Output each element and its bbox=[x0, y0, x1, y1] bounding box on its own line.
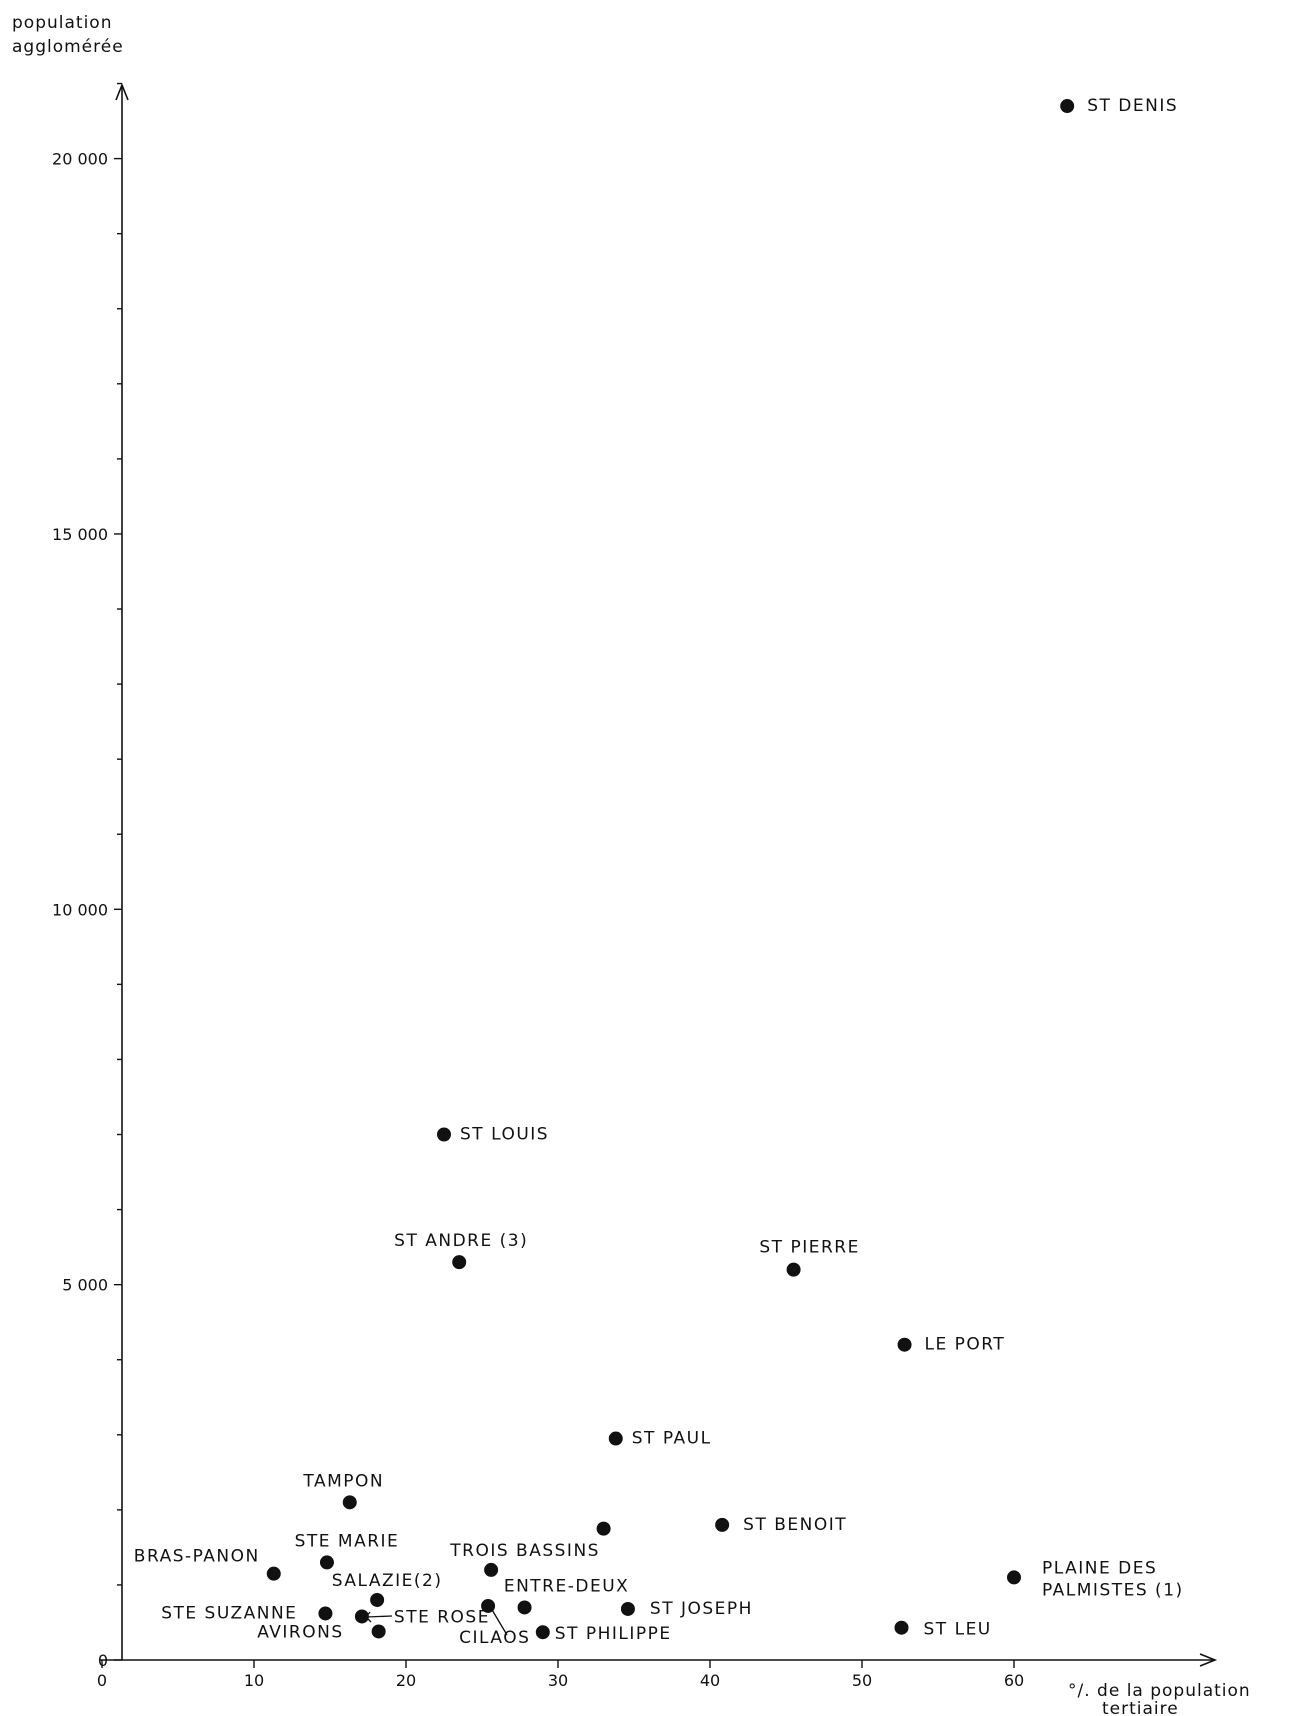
point-st-benoit bbox=[715, 1517, 730, 1532]
point-ste-marie bbox=[319, 1555, 334, 1570]
x-axis-title-line-2: tertiaire bbox=[1102, 1699, 1179, 1716]
point-label-trois-bassins: TROIS BASSINS bbox=[449, 1541, 600, 1561]
point-plaine-des-palmistes-1 bbox=[1007, 1570, 1021, 1585]
point-st-louis bbox=[437, 1127, 451, 1142]
y-axis-title-line-1: population bbox=[12, 13, 112, 33]
point-label-st-andre-3: ST ANDRE (3) bbox=[394, 1231, 528, 1251]
point-label-plaine-des-palmistes-1-line-2: PALMISTES (1) bbox=[1042, 1580, 1184, 1600]
x-tick-label-10: 10 bbox=[244, 1671, 264, 1690]
point-label-st-pierre: ST PIERRE bbox=[759, 1238, 859, 1258]
point-label-entre-deux: ENTRE-DEUX bbox=[504, 1576, 629, 1596]
point-label-ste-suzanne: STE SUZANNE bbox=[161, 1603, 297, 1623]
x-tick-label-60: 60 bbox=[1004, 1671, 1024, 1690]
x-axis-arrow bbox=[1199, 1653, 1218, 1667]
x-tick-label-40: 40 bbox=[700, 1671, 720, 1690]
point-unlabeled-8 bbox=[596, 1521, 611, 1536]
data-points bbox=[266, 99, 1075, 1640]
point-le-port bbox=[897, 1337, 912, 1352]
point-ste-suzanne bbox=[318, 1606, 333, 1621]
y-tick-label-0: 0 bbox=[98, 1651, 108, 1670]
y-tick-label-10000: 10 000 bbox=[52, 900, 108, 919]
point-label-ste-rose: STE ROSE bbox=[394, 1607, 490, 1627]
point-st-denis bbox=[1060, 99, 1075, 114]
point-cilaos bbox=[535, 1625, 550, 1640]
point-label-st-leu: ST LEU bbox=[924, 1620, 992, 1640]
x-tick-label-0: 0 bbox=[97, 1671, 107, 1690]
x-axis-title-line-1: °/. de la population bbox=[1068, 1681, 1251, 1701]
point-label-avirons: AVIRONS bbox=[257, 1622, 343, 1642]
point-label-cilaos: CILAOS bbox=[459, 1628, 530, 1648]
point-label-st-louis: ST LOUIS bbox=[460, 1125, 549, 1145]
x-tick-label-30: 30 bbox=[548, 1671, 568, 1690]
point-label-le-port: LE PORT bbox=[925, 1335, 1006, 1355]
point-label-st-denis: ST DENIS bbox=[1087, 96, 1178, 116]
y-axis-ticks: 0 5 000 10 000 15 000 20 000 bbox=[52, 82, 122, 1670]
point-st-andre-3 bbox=[452, 1255, 467, 1270]
y-tick-label-15000: 15 000 bbox=[52, 525, 108, 544]
y-tick-label-20000: 20 000 bbox=[52, 150, 108, 169]
point-st-pierre bbox=[786, 1262, 801, 1277]
point-st-leu bbox=[894, 1620, 909, 1635]
x-tick-label-20: 20 bbox=[396, 1671, 416, 1690]
point-label-salazie-2: SALAZIE(2) bbox=[332, 1571, 443, 1591]
point-ste-rose bbox=[354, 1609, 369, 1624]
y-axis-title-line-2: agglomérée bbox=[12, 37, 124, 57]
point-label-st-joseph: ST JOSEPH bbox=[650, 1599, 753, 1619]
point-label-st-philippe: ST PHILIPPE bbox=[555, 1624, 672, 1644]
x-tick-label-50: 50 bbox=[852, 1671, 872, 1690]
point-entre-deux bbox=[517, 1600, 532, 1615]
point-bras-panon bbox=[266, 1566, 281, 1581]
point-label-tampon: TAMPON bbox=[302, 1471, 384, 1491]
point-st-paul bbox=[608, 1431, 623, 1446]
point-avirons bbox=[371, 1624, 386, 1639]
point-labels: ST DENIS ST LOUIS ST ANDRE (3) ST PIERRE LE … bbox=[134, 96, 1184, 1648]
point-label-st-benoit: ST BENOIT bbox=[743, 1515, 847, 1535]
point-label-ste-marie: STE MARIE bbox=[295, 1531, 400, 1551]
y-tick-label-5000: 5 000 bbox=[62, 1276, 108, 1295]
point-label-plaine-des-palmistes-1-line-1: PLAINE DES bbox=[1042, 1558, 1157, 1578]
point-unlabeled-15 bbox=[481, 1598, 496, 1613]
y-axis-arrow bbox=[115, 82, 129, 101]
point-st-joseph bbox=[620, 1601, 635, 1616]
leader-line-ste-rose bbox=[365, 1615, 393, 1618]
point-trois-bassins bbox=[484, 1562, 499, 1577]
x-axis-ticks: 0 10 20 30 40 50 60 bbox=[97, 1660, 1024, 1690]
point-label-bras-panon: BRAS-PANON bbox=[134, 1547, 260, 1567]
point-tampon bbox=[342, 1495, 357, 1510]
point-label-st-paul: ST PAUL bbox=[632, 1429, 712, 1449]
point-salazie-2 bbox=[370, 1592, 385, 1607]
